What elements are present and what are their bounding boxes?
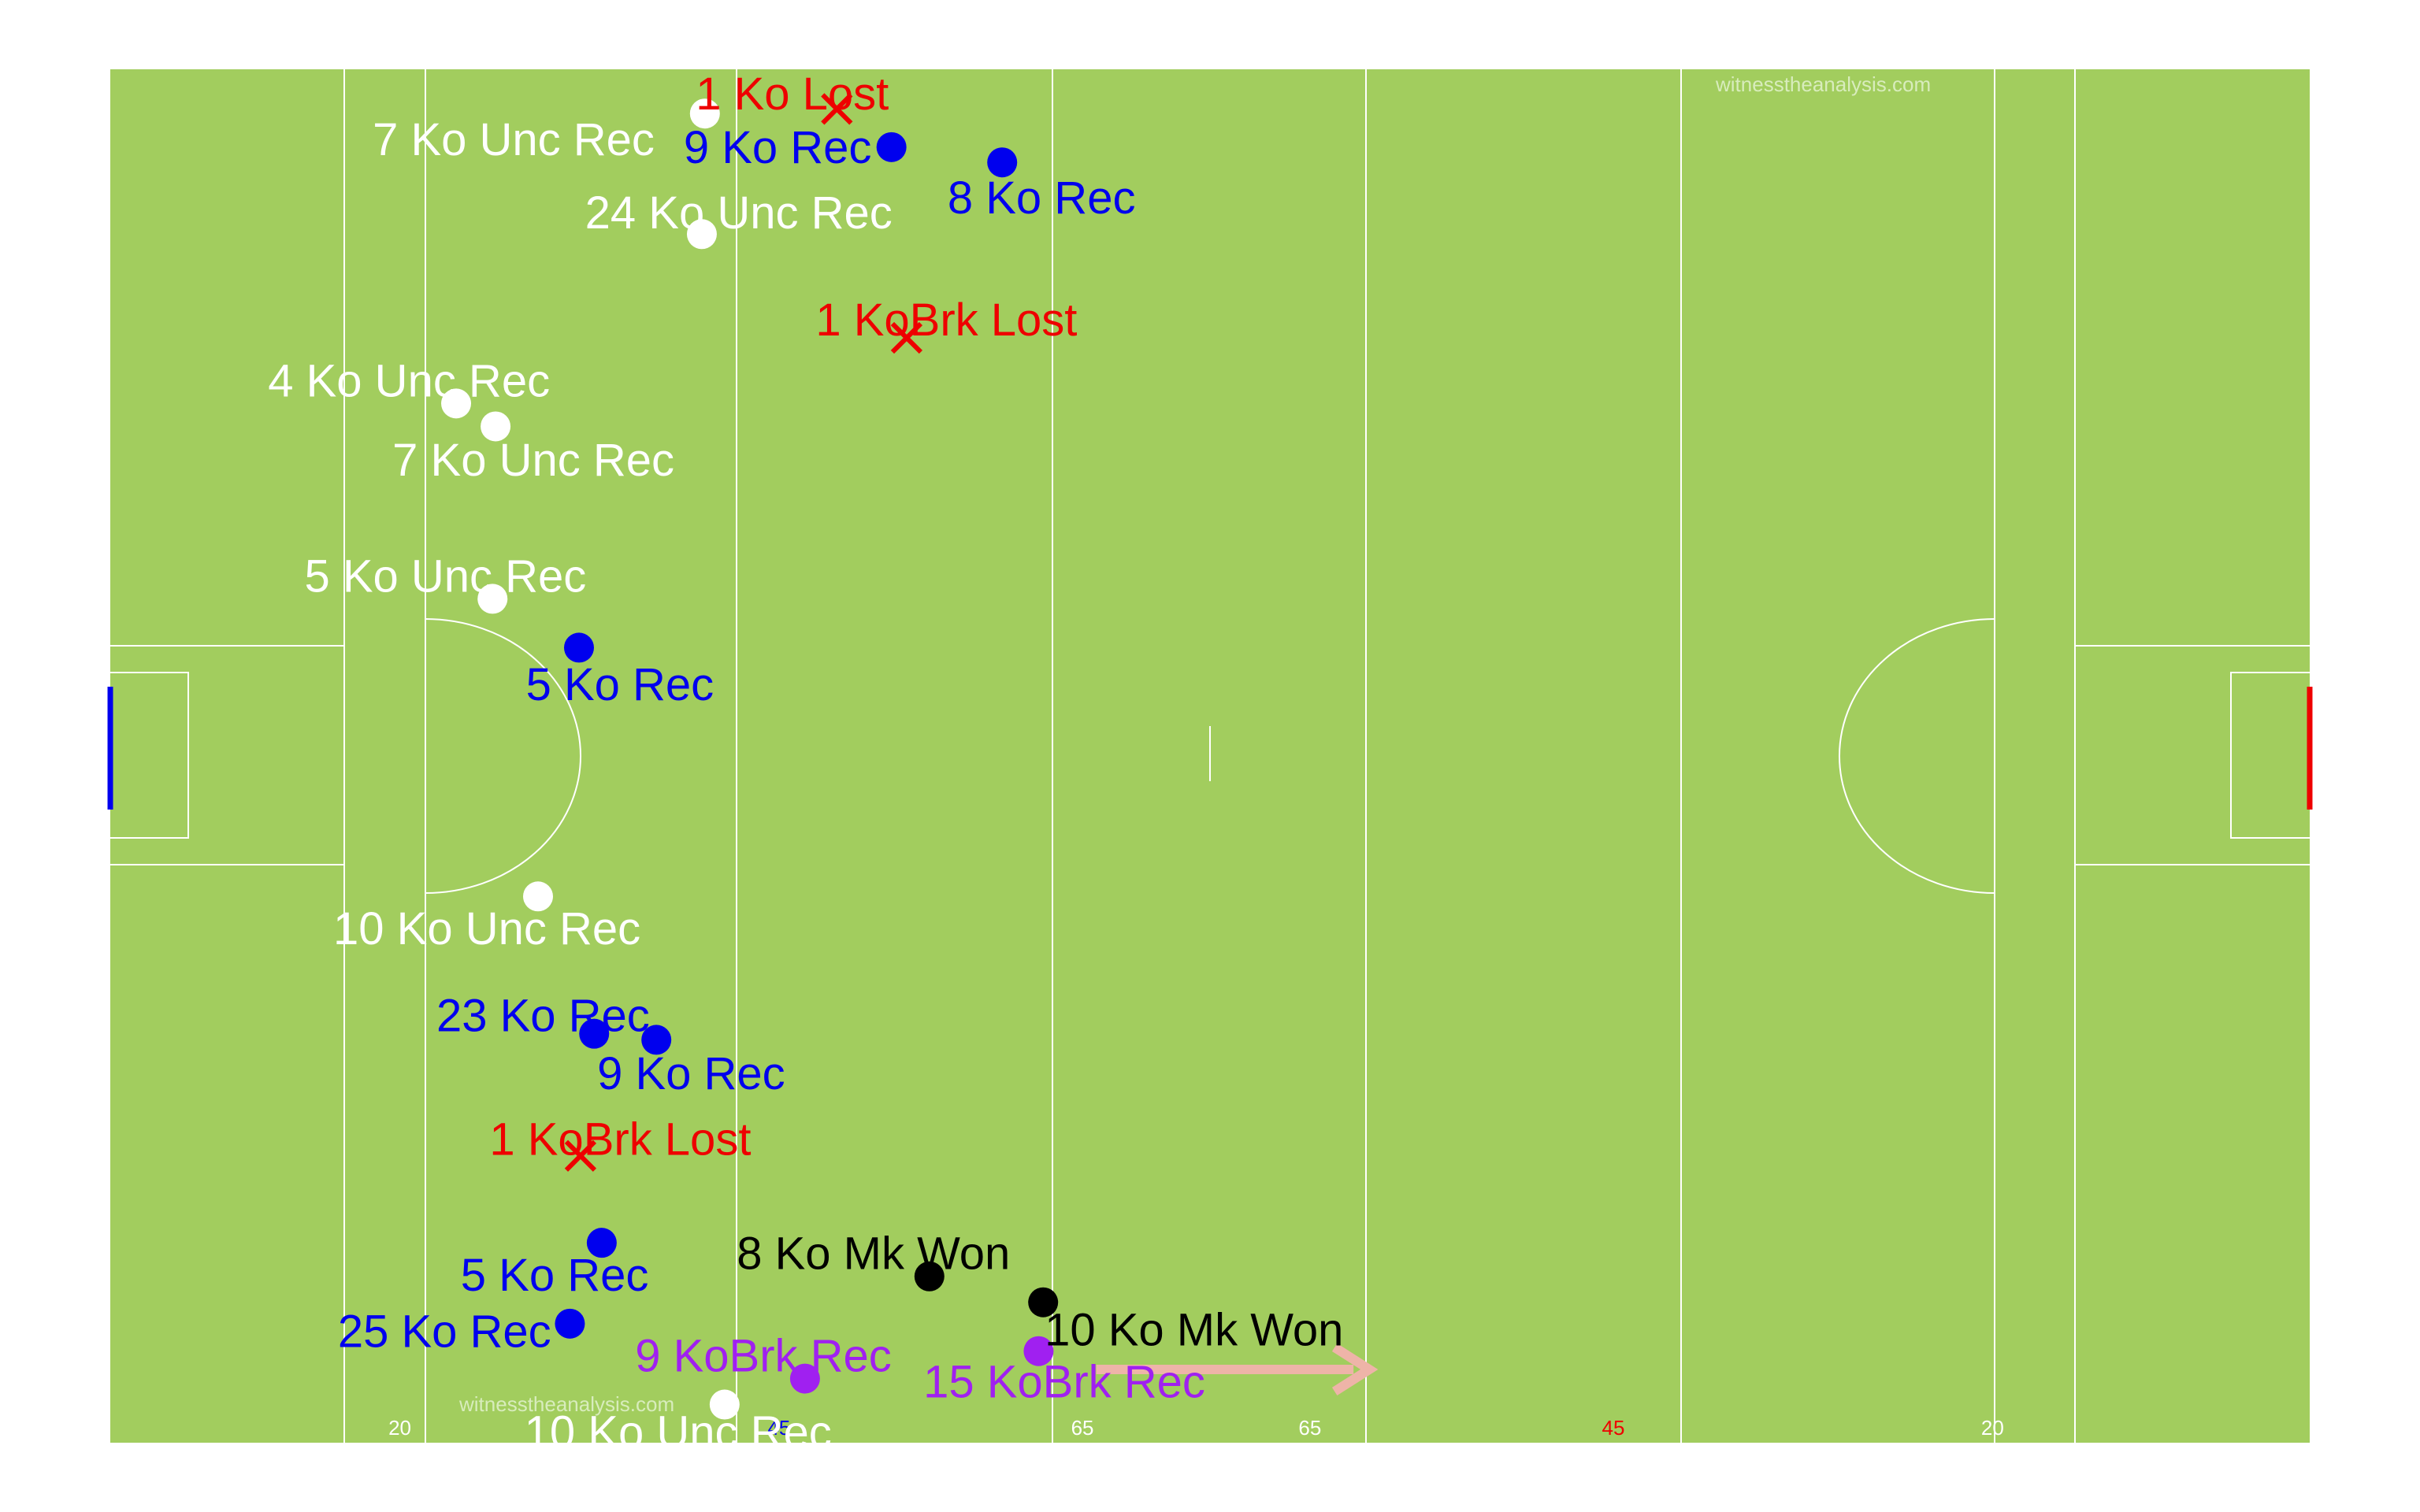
small-rect-left [110,672,189,839]
event-label: 10 Ko Mk Won [1045,1305,1343,1356]
event-label: 8 Ko Mk Won [737,1228,1010,1280]
event-dot [579,1018,610,1049]
tick-label: 20 [1981,1416,2004,1440]
distance-tick-labels: 20 45 65 65 45 20 [388,1416,2004,1440]
event-markers [441,93,1059,1420]
watermark-top: witnesstheanalysis.com [1715,72,1931,96]
arc-left [425,618,581,894]
lost-x-marker [890,321,923,354]
event-label: 9 KoBrk Rec [635,1331,892,1382]
event-label: 9 Ko Rec [684,122,872,173]
event-dot [1023,1336,1054,1366]
event-label: 1 KoBrk Lost [815,295,1077,346]
carry-arrow [1096,1343,1379,1396]
tick-label: 45 [1602,1416,1625,1440]
tick-label: 65 [1071,1416,1094,1440]
arc-right [1839,618,1995,894]
event-dot [876,132,907,162]
event-label: 5 Ko Rec [461,1250,649,1301]
tick-label: 45 [767,1416,790,1440]
event-dot [563,632,594,663]
event-dot [555,1308,585,1339]
event-labels: 1 Ko Lost 7 Ko Unc Rec 9 Ko Rec 8 Ko Rec 24 … [268,69,1343,1458]
event-label: 24 Ko Unc Rec [585,187,893,239]
event-dot [789,1363,820,1394]
lost-x-marker [564,1140,597,1172]
event-dot [1028,1287,1059,1317]
event-label: 4 Ko Unc Rec [268,355,550,406]
carry-arrow-head [1331,1343,1379,1396]
small-rect-right [2230,672,2310,839]
large-rect-right [2074,645,2310,865]
tick-label: 65 [1298,1416,1321,1440]
event-label: 23 Ko Rec [436,990,650,1041]
event-label: 9 Ko Rec [597,1048,785,1099]
pitch-markings [110,69,2310,1443]
watermark-bottom: witnesstheanalysis.com [458,1392,674,1416]
large-rect-left [110,645,345,865]
event-label: 10 Ko Unc Rec [333,903,640,954]
event-dot [914,1261,945,1292]
event-label: 7 Ko Unc Rec [392,435,674,486]
event-label: 5 Ko Unc Rec [304,550,586,602]
event-label: 15 KoBrk Rec [923,1356,1205,1407]
event-dot [586,1228,617,1258]
event-dot [987,147,1018,178]
event-dot [477,584,508,614]
event-label: 5 Ko Rec [526,659,714,710]
event-label: 8 Ko Rec [948,172,1136,224]
event-dot [686,219,717,250]
tick-label: 20 [388,1416,411,1440]
event-dot [441,388,472,419]
lost-x-marker [821,93,853,125]
event-label: 10 Ko Unc Rec [525,1406,832,1458]
event-label: 7 Ko Unc Rec [373,114,655,165]
event-dot [522,881,553,912]
event-label: 1 KoBrk Lost [489,1114,751,1165]
event-dot [709,1389,740,1420]
event-label: 1 Ko Lost [696,69,889,120]
event-dot [641,1025,672,1055]
event-label: 25 Ko Rec [338,1306,551,1358]
event-dot [481,411,511,442]
event-dot [689,98,720,129]
